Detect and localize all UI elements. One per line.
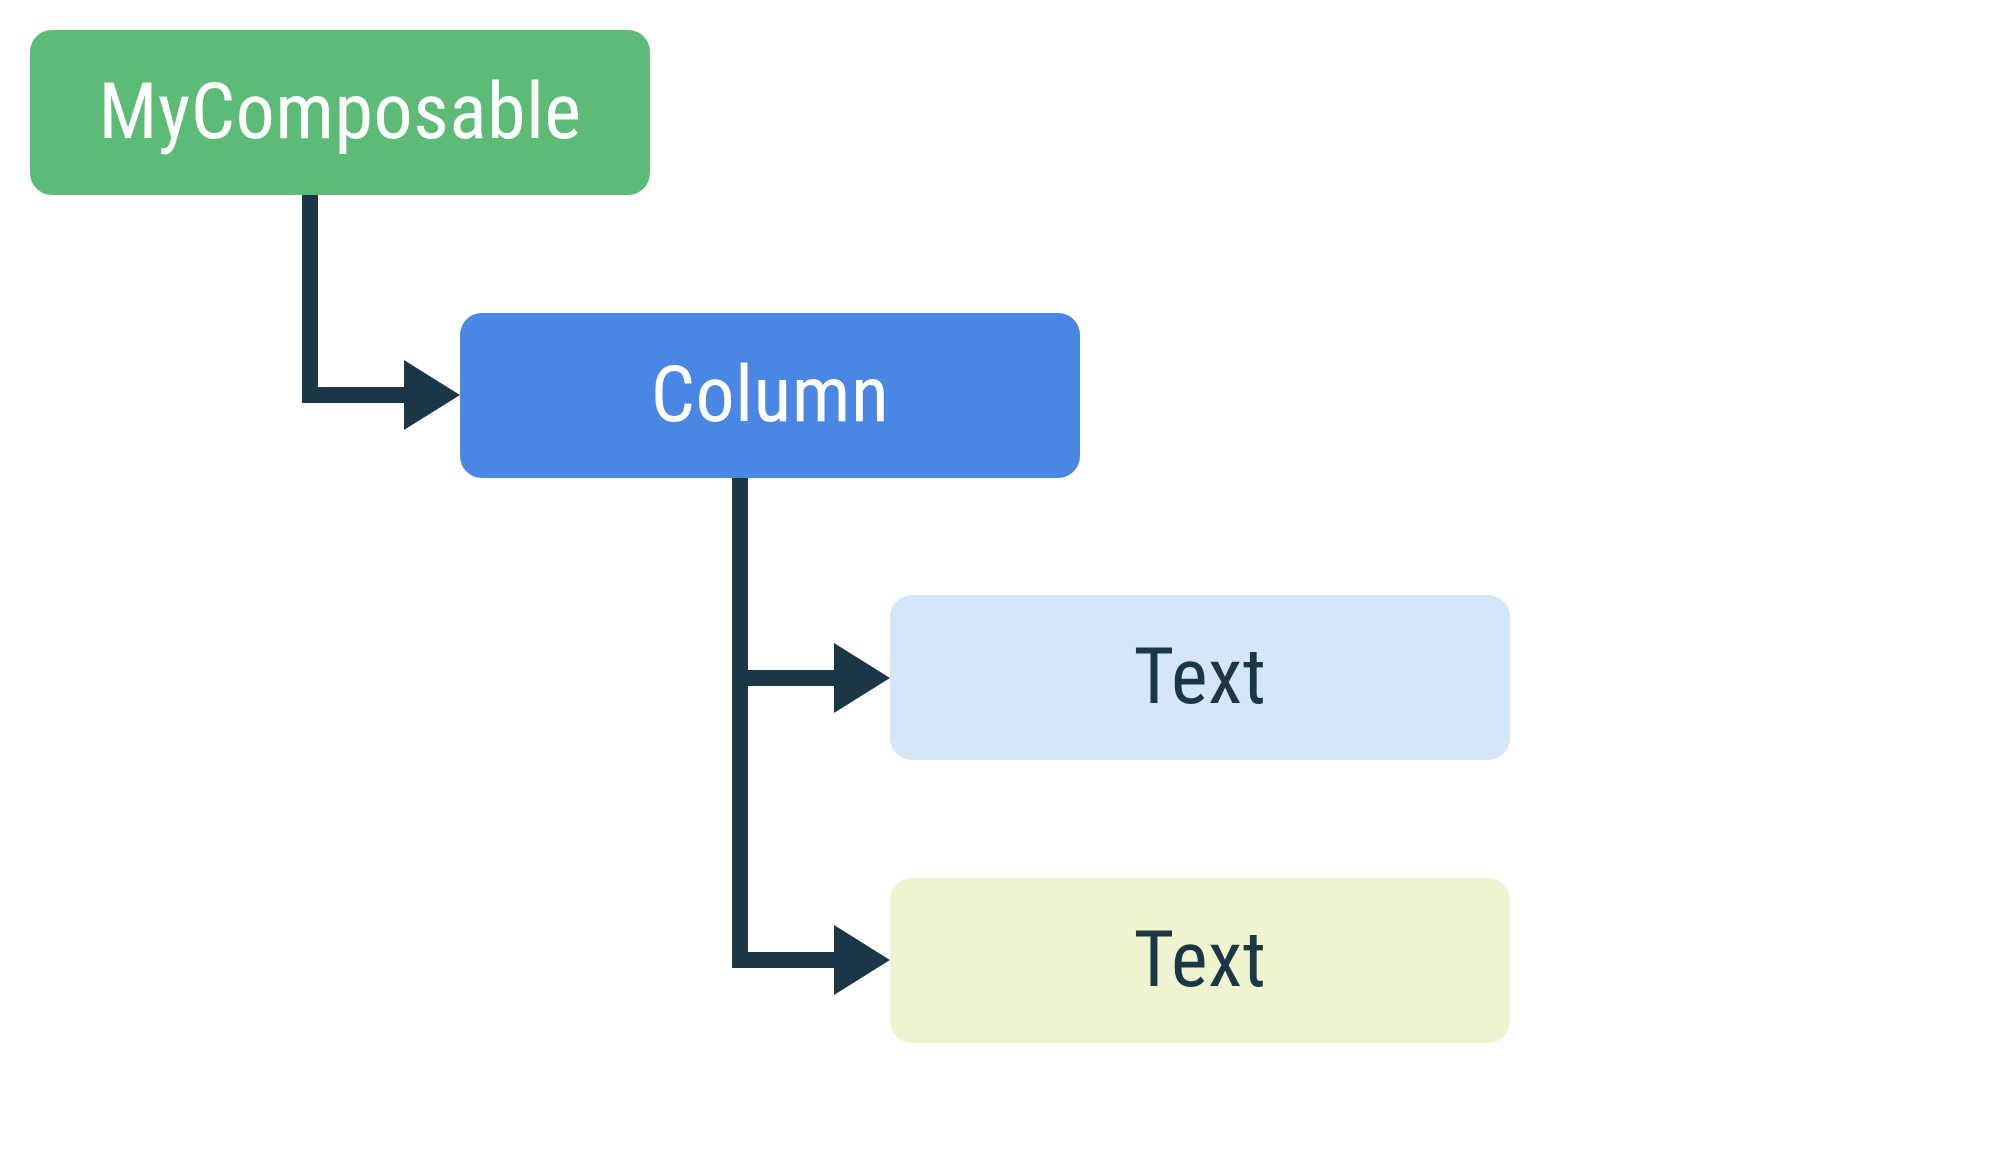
node-label: Column xyxy=(651,357,890,435)
node-text-1: Text xyxy=(890,595,1510,760)
node-label: Text xyxy=(1134,639,1267,717)
node-label: MyComposable xyxy=(99,74,582,152)
node-label: Text xyxy=(1134,922,1267,1000)
node-text-2: Text xyxy=(890,878,1510,1043)
node-column: Column xyxy=(460,313,1080,478)
diagram-stage: MyComposable Column Text Text xyxy=(0,0,1999,1170)
node-mycomposable: MyComposable xyxy=(30,30,650,195)
